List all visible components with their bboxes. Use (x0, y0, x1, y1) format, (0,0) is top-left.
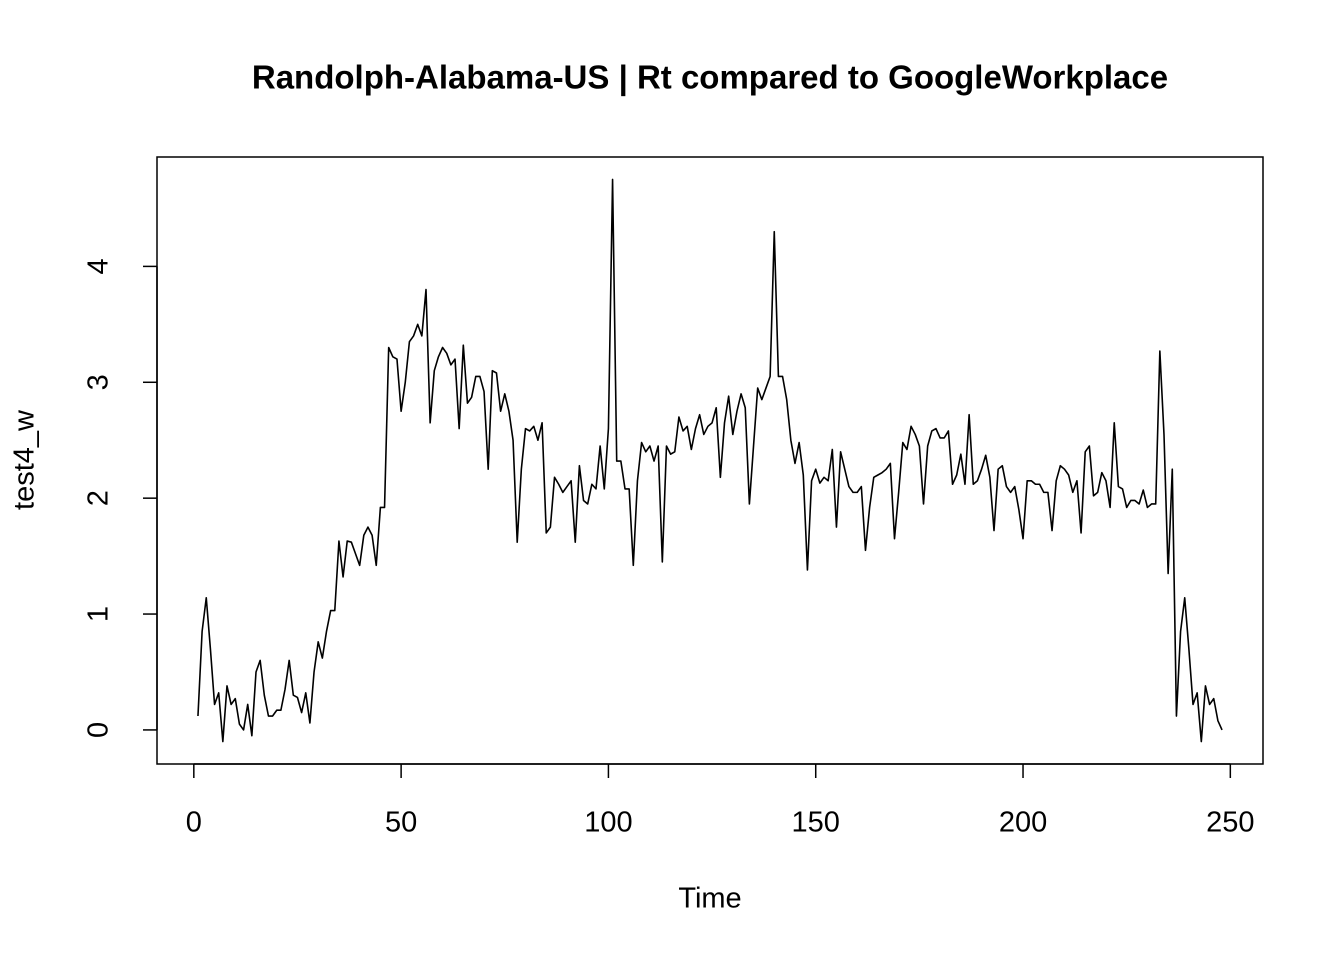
chart-title: Randolph-Alabama-US | Rt compared to Goo… (252, 59, 1168, 96)
x-axis-label: Time (678, 883, 741, 915)
y-tick-label: 1 (83, 606, 115, 622)
y-tick-label: 4 (83, 258, 115, 274)
x-tick-label: 50 (385, 807, 417, 839)
y-axis-label: test4_w (9, 409, 41, 510)
x-tick-label: 200 (999, 807, 1047, 839)
y-tick-label: 0 (83, 722, 115, 738)
x-tick-label: 250 (1206, 807, 1254, 839)
y-tick-label: 2 (83, 490, 115, 506)
y-tick-label: 3 (83, 374, 115, 390)
x-tick-label: 100 (584, 807, 632, 839)
data-line (197, 178, 1223, 743)
x-tick-label: 0 (186, 807, 202, 839)
x-tick-label: 150 (792, 807, 840, 839)
